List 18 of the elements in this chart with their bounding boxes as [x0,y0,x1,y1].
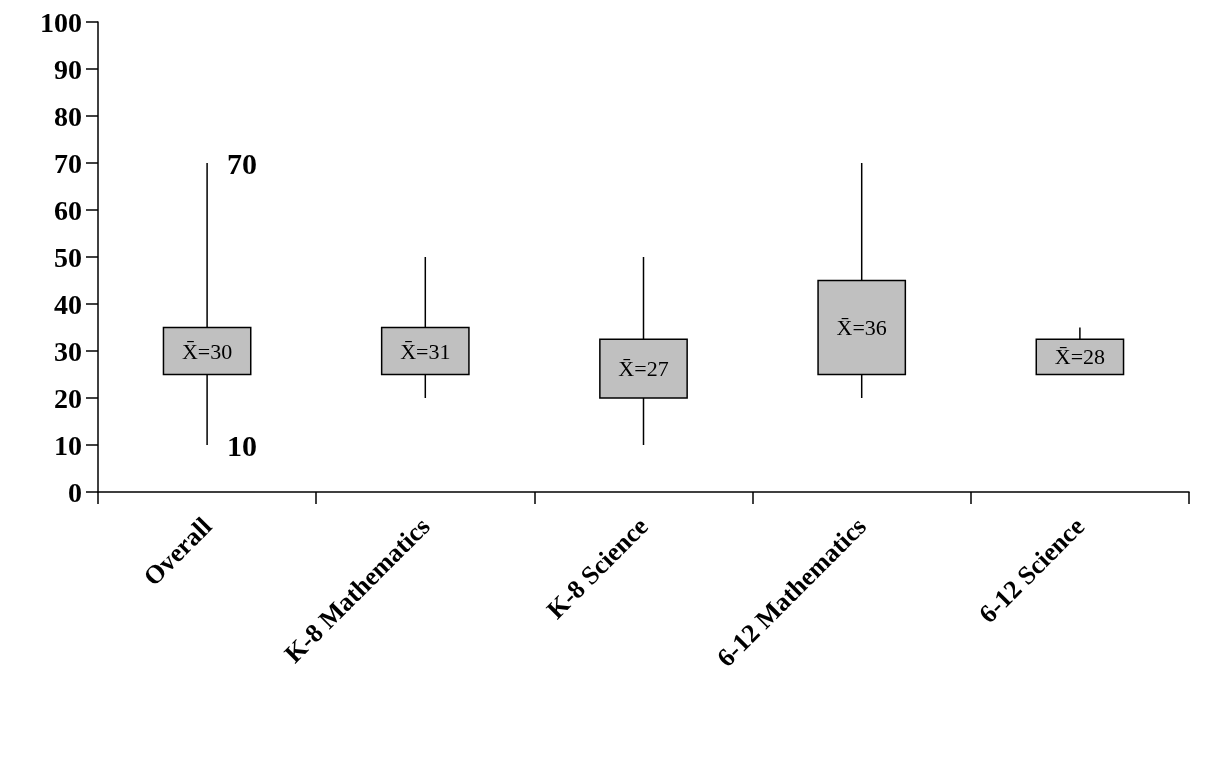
y-tick-label: 0 [68,476,82,508]
y-tick-label: 10 [54,429,82,461]
annotation: X̄=31 [400,338,451,364]
y-tick-label: 70 [54,147,82,179]
annotation: X̄=28 [1054,344,1106,370]
annotation: 70 [227,146,258,180]
annotation: X̄=30 [181,338,233,364]
y-tick-label: 40 [54,288,82,320]
y-tick-label: 50 [54,241,82,273]
y-tick-label: 90 [54,53,82,85]
y-tick-label: 20 [54,382,82,414]
y-tick-label: 60 [54,194,82,226]
y-tick-label: 80 [54,100,82,132]
annotation: 10 [227,428,258,462]
annotation: X̄=36 [836,315,887,340]
y-tick-label: 30 [54,335,82,367]
y-tick-label: 100 [40,6,82,38]
annotation: X̄=27 [618,356,669,382]
